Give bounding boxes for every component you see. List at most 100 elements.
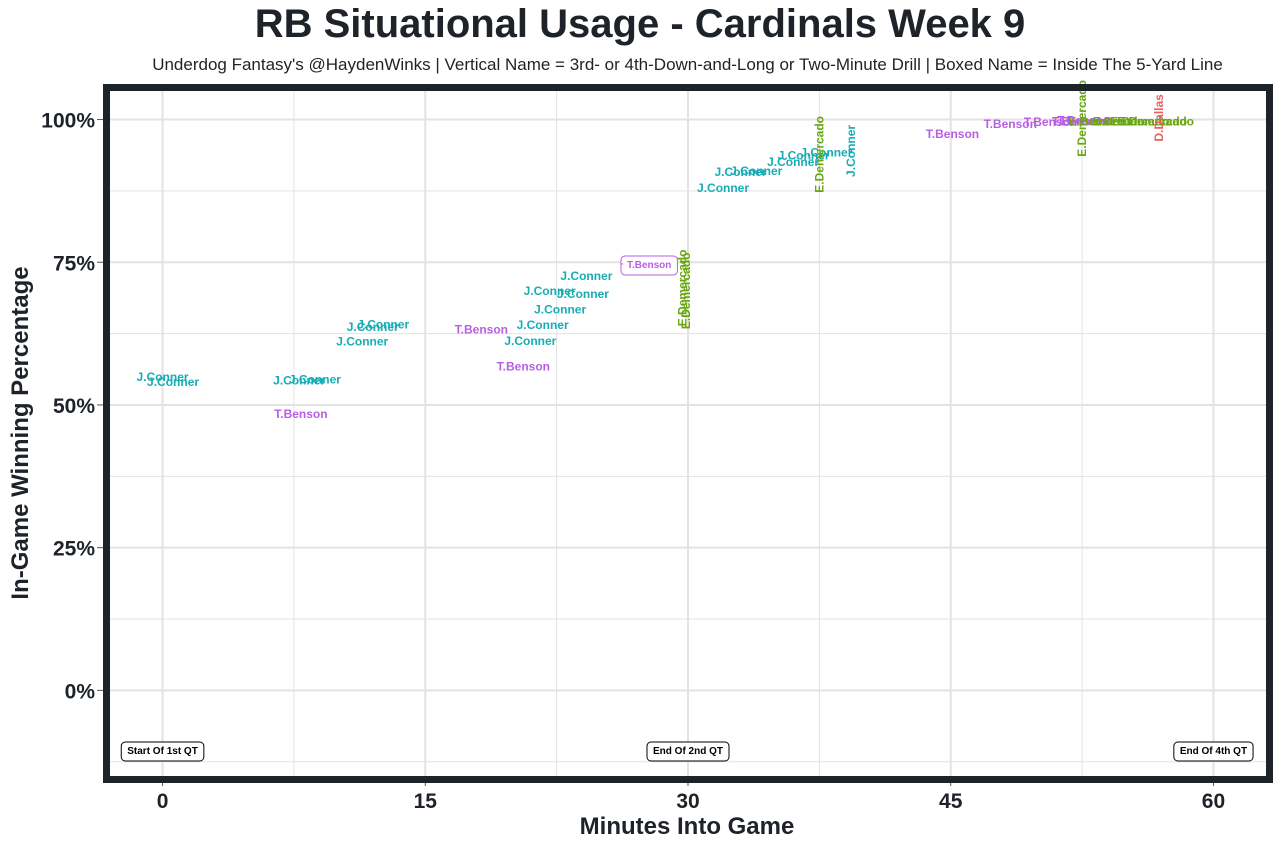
data-point-label: J.Conner	[357, 317, 409, 331]
data-point: J.Conner	[557, 287, 609, 301]
data-point: J.Conner	[524, 284, 576, 298]
data-point-label: E.Demercado	[1075, 80, 1089, 157]
data-point-label: J.Conner	[347, 320, 399, 334]
data-point: J.Conner	[730, 164, 782, 178]
data-point-label: J.Conner	[778, 149, 830, 163]
data-point: T.Benson	[984, 117, 1037, 131]
data-point-label: J.Conner	[534, 303, 586, 317]
data-point-label: J.Conner	[715, 165, 767, 179]
data-point-label: T.Benson	[1052, 114, 1105, 128]
data-point-label: J.Conner	[697, 181, 749, 195]
data-point: J.Conner	[534, 303, 586, 317]
data-point-label: J.Conner	[524, 284, 576, 298]
data-point: J.Conner	[336, 335, 388, 349]
data-point-label: J.Conner	[273, 373, 325, 387]
grid-lines	[110, 91, 1266, 776]
y-tick-label: 25%	[53, 538, 95, 561]
y-tick-label: 50%	[53, 395, 95, 418]
data-point: E.Demercado	[1110, 114, 1187, 128]
quarter-marker-box	[646, 741, 730, 762]
data-point: T.Benson	[455, 323, 508, 337]
data-point: J.Conner	[697, 181, 749, 195]
y-tick-label: 75%	[53, 252, 95, 275]
data-point-label: J.Conner	[289, 372, 341, 386]
data-point: J.Conner	[800, 146, 852, 160]
y-axis-title: In-Game Winning Percentage	[7, 266, 34, 599]
data-point: J.Conner	[517, 318, 569, 332]
data-point: J.Conner	[560, 269, 612, 283]
data-point: E.Demercado	[679, 252, 693, 329]
data-point-label: E.Demercado	[812, 116, 826, 193]
data-point-label: J.Conner	[560, 269, 612, 283]
data-point: T.Benson	[274, 407, 327, 421]
data-point-label: T.Benson	[984, 117, 1037, 131]
data-point-label: E.Demercado	[1110, 114, 1187, 128]
data-point: J.Conner	[347, 320, 399, 334]
data-point-label: J.Conner	[336, 335, 388, 349]
data-point-label: T.Benson	[1057, 114, 1110, 128]
data-point-box	[620, 255, 678, 276]
quarter-marker-label: End Of 2nd QT	[653, 746, 723, 757]
data-point-label: E.Demercado	[1093, 114, 1170, 128]
data-point: E.Demercado	[1068, 114, 1145, 128]
data-point-label: E.Demercado	[1068, 114, 1145, 128]
x-tick-label: 60	[1202, 790, 1225, 813]
data-point-label: J.Conner	[517, 318, 569, 332]
x-tick-label: 30	[676, 790, 699, 813]
data-point: T.Benson	[1052, 114, 1105, 128]
data-point-label: T.Benson	[926, 127, 979, 141]
y-tick-label: 0%	[65, 680, 96, 703]
data-point: E.Demercado	[676, 250, 690, 327]
data-point-label: J.Conner	[137, 370, 189, 384]
data-point-label: E.Demercado	[679, 252, 693, 329]
data-point: T.Benson	[620, 255, 678, 276]
quarter-marker-label: End Of 4th QT	[1180, 746, 1247, 757]
data-point: J.Conner	[147, 375, 199, 389]
data-point: D.Dallas	[1152, 94, 1166, 142]
data-point: J.Conner	[273, 373, 325, 387]
data-point-label: D.Dallas	[1152, 94, 1166, 142]
data-point: E.Demercado	[1093, 114, 1170, 128]
chart-subtitle: Underdog Fantasy's @HaydenWinks | Vertic…	[152, 55, 1223, 74]
data-point: T.Benson	[1024, 115, 1077, 129]
y-tick-label: 100%	[41, 110, 95, 133]
x-tick-label: 0	[157, 790, 169, 813]
quarter-marker-box	[120, 741, 205, 762]
x-tick-label: 45	[939, 790, 963, 813]
data-point-label: T.Benson	[497, 360, 550, 374]
data-point-label: T.Benson	[274, 407, 327, 421]
x-tick-label: 15	[414, 790, 438, 813]
data-point: E.Demercado	[812, 116, 826, 193]
quarter-marker: End Of 2nd QT	[646, 741, 730, 762]
data-point: J.Conner	[767, 155, 819, 169]
data-point: J.Conner	[137, 370, 189, 384]
plot-frame	[103, 84, 1273, 783]
data-point: J.Conner	[357, 317, 409, 331]
data-point-label: J.Conner	[730, 164, 782, 178]
data-point-label: T.Benson	[627, 260, 671, 271]
data-point-label: E.Demercado	[1117, 114, 1194, 128]
quarter-marker-box	[1173, 741, 1254, 762]
data-point-label: J.Conner	[767, 155, 819, 169]
data-point: T.Benson	[1057, 114, 1110, 128]
data-point-label: T.Benson	[1024, 115, 1077, 129]
quarter-markers: Start Of 1st QT End Of 2nd QT End Of 4th Q…	[120, 741, 1254, 762]
data-point: J.Conner	[289, 372, 341, 386]
data-point: J.Conner	[504, 334, 556, 348]
data-point: T.Benson	[926, 127, 979, 141]
data-point: J.Conner	[844, 125, 858, 177]
data-point-label: J.Conner	[147, 375, 199, 389]
data-point: J.Conner	[778, 149, 830, 163]
data-point-label: J.Conner	[557, 287, 609, 301]
data-point: T.Benson	[497, 360, 550, 374]
axis-ticks: 0 15 30 45 60 0% 25% 50% 75% 100%	[41, 110, 1225, 813]
data-point: E.Demercado	[1117, 114, 1194, 128]
data-point: J.Conner	[715, 165, 767, 179]
data-point-label: J.Conner	[504, 334, 556, 348]
chart-title: RB Situational Usage - Cardinals Week 9	[254, 2, 1026, 46]
data-point-label: E.Demercado	[676, 250, 690, 327]
quarter-marker-label: Start Of 1st QT	[127, 746, 198, 757]
data-point-label: J.Conner	[844, 125, 858, 177]
